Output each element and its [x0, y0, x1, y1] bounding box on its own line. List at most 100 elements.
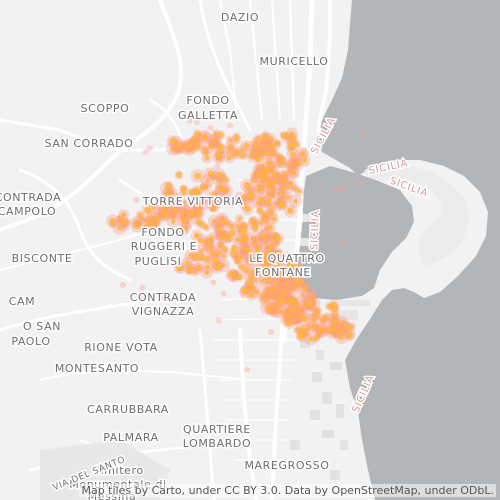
heat-point: [269, 150, 276, 157]
heat-point: [183, 145, 188, 150]
heat-point: [209, 235, 215, 241]
heat-point: [300, 152, 306, 157]
heat-point: [290, 151, 297, 158]
heat-point: [265, 181, 272, 189]
heatmap-layer: [106, 117, 365, 373]
heat-point: [231, 244, 238, 252]
heat-point: [137, 212, 142, 217]
label-cam: CAM: [9, 295, 36, 308]
heat-point: [280, 132, 287, 139]
heat-outlier: [300, 298, 307, 305]
heat-outlier: [215, 317, 222, 324]
heat-point: [314, 313, 320, 319]
heat-point: [247, 186, 253, 192]
heat-point: [213, 131, 219, 137]
heat-point: [280, 191, 285, 196]
heat-point: [278, 309, 283, 315]
heat-point: [257, 256, 263, 262]
heat-point: [198, 205, 203, 210]
heat-point: [289, 135, 296, 143]
heat-outlier: [300, 146, 307, 153]
heat-point: [204, 269, 210, 275]
heat-point: [286, 313, 292, 318]
heat-point: [266, 197, 272, 203]
heat-outlier: [210, 279, 217, 286]
heat-point: [295, 161, 302, 168]
heat-point: [175, 195, 180, 200]
heat-point: [326, 325, 334, 333]
label-contrada-campolo-2: CAMPOLO: [0, 205, 56, 218]
heat-point: [301, 286, 308, 292]
heat-point: [124, 219, 130, 225]
label-san-corrado: SAN CORRADO: [45, 137, 134, 150]
heat-point: [165, 182, 172, 189]
heat-point: [331, 327, 337, 333]
heat-point: [297, 189, 302, 194]
heat-point: [302, 316, 308, 323]
heat-point: [252, 225, 259, 232]
heat-point: [194, 252, 201, 260]
heat-point: [254, 289, 260, 295]
heat-point: [261, 211, 267, 217]
label-contrada-vignazza-2: VIGNAZZA: [132, 305, 194, 318]
heat-point: [179, 199, 186, 206]
heat-outlier: [160, 295, 167, 302]
label-bisconte: BISCONTE: [12, 252, 73, 265]
heat-point: [278, 186, 285, 193]
heat-outlier: [332, 187, 339, 194]
heat-point: [200, 183, 208, 191]
heat-point: [269, 205, 274, 210]
heat-point: [216, 171, 223, 178]
heat-point: [215, 262, 222, 269]
heat-point: [235, 152, 240, 157]
heat-point: [313, 307, 321, 315]
heat-point: [253, 240, 258, 245]
heat-point: [228, 272, 234, 277]
heat-point: [234, 134, 239, 139]
label-muricello: MURICELLO: [260, 55, 329, 68]
heat-point: [176, 265, 182, 271]
label-palmara: PALMARA: [103, 431, 159, 444]
label-cimitero-1: Cimitero: [92, 464, 143, 477]
heat-point: [255, 156, 262, 163]
heat-point: [297, 313, 304, 320]
heat-point: [247, 192, 255, 200]
heat-point: [247, 275, 254, 282]
heat-point: [300, 293, 305, 298]
label-contrada-campolo-1: CONTRADA: [0, 191, 61, 204]
heat-point: [186, 265, 193, 271]
heat-point: [240, 147, 245, 153]
heat-point: [272, 240, 279, 247]
heat-point: [271, 216, 277, 222]
heat-point: [176, 171, 182, 178]
heat-point: [256, 173, 262, 179]
heat-point: [287, 297, 294, 304]
heat-point: [246, 257, 251, 262]
heat-outlier: [358, 130, 365, 137]
heat-point: [272, 163, 277, 169]
heat-point: [280, 178, 286, 184]
heat-point: [209, 250, 214, 255]
heat-point: [192, 195, 199, 202]
attribution: Map tiles by Carto, under CC BY 3.0. Dat…: [79, 484, 496, 497]
heat-point: [281, 267, 287, 273]
heat-point: [295, 327, 300, 333]
heat-point: [317, 327, 324, 333]
heat-outlier: [268, 329, 275, 335]
heat-point: [241, 194, 249, 202]
heat-point: [271, 143, 277, 148]
heat-point: [170, 146, 176, 152]
label-fondo-galletta-1: FONDO: [186, 94, 229, 107]
heat-point: [264, 298, 269, 304]
heat-outlier: [119, 282, 126, 288]
heat-outlier: [244, 366, 251, 373]
heat-point: [268, 210, 275, 217]
heat-point: [184, 260, 190, 266]
heat-point: [285, 272, 291, 279]
heat-point: [253, 144, 261, 152]
heat-point: [270, 302, 276, 309]
heat-point: [264, 150, 271, 157]
heat-point: [306, 300, 313, 307]
